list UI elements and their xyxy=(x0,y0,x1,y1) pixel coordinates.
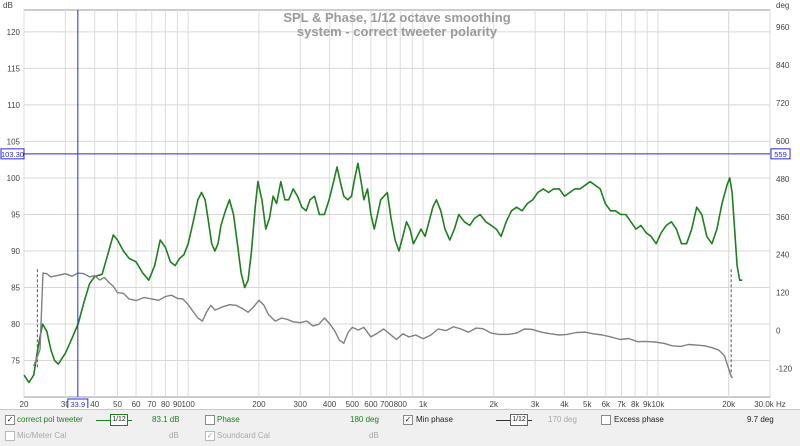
x-tick-label: 6k xyxy=(602,400,611,408)
soundcard-cal-label: Soundcard Cal xyxy=(217,431,270,440)
cursor-y-readout-box xyxy=(0,148,25,160)
y2-tick-label: 480 xyxy=(776,175,790,184)
y-tick-label: 75 xyxy=(11,356,20,365)
y-tick-label: 100 xyxy=(7,174,21,183)
x-tick-label: 3k xyxy=(531,400,540,408)
y-tick-label: 110 xyxy=(7,101,20,110)
cursor-y-readout: 103.30 xyxy=(1,150,24,159)
y-tick-label: 105 xyxy=(7,137,21,146)
spl-trace xyxy=(23,162,743,384)
x-tick-label: 200 xyxy=(252,400,266,408)
excess-phase-label: Excess phase xyxy=(614,415,664,424)
soundcard-cal-checkbox[interactable]: ✓ xyxy=(205,431,215,441)
y-tick-label: 90 xyxy=(11,247,20,256)
trace-smoothing-icon[interactable]: 1/12 xyxy=(110,414,128,426)
x-tick-label: 20k xyxy=(722,400,736,408)
y2-tick-label: -120 xyxy=(776,365,793,374)
chart-subtitle: system - correct tweeter polarity xyxy=(297,24,498,39)
y2-tick-label: 600 xyxy=(776,137,790,146)
cursor-y2-readout-box xyxy=(770,148,791,160)
mic-cal-checkbox[interactable] xyxy=(5,431,15,441)
mic-cal-label: Mic/Meter Cal xyxy=(17,431,67,440)
x-tick-label: 70 xyxy=(147,400,156,408)
x-tick-label: 90 xyxy=(173,400,182,408)
y2-tick-label: 360 xyxy=(776,213,790,222)
x-tick-label: 600 xyxy=(364,400,378,408)
trace-value: 83.1 dB xyxy=(152,415,180,424)
y2-axis-unit: deg xyxy=(776,1,789,10)
x-tick-label: 500 xyxy=(346,400,360,408)
x-tick-label: 100 xyxy=(181,400,195,408)
x-tick-label: 60 xyxy=(132,400,141,408)
y2-tick-label: 840 xyxy=(776,61,790,70)
min-phase-checkbox[interactable]: ✓ xyxy=(403,415,413,425)
phase-label: Phase xyxy=(217,415,240,424)
y-axis-unit: dB xyxy=(3,1,13,10)
y2-tick-label: 960 xyxy=(776,23,790,32)
x-tick-label: 5k xyxy=(583,400,592,408)
excess-phase-value: 9.7 deg xyxy=(747,415,774,424)
min-phase-value: 170 deg xyxy=(548,415,577,424)
min-phase-label: Min phase xyxy=(416,415,453,424)
y2-tick-label: 0 xyxy=(776,327,781,336)
y-tick-label: 120 xyxy=(7,28,21,37)
x-tick-label: 1k xyxy=(419,400,428,408)
x-tick-label: 4k xyxy=(560,400,569,408)
min-phase-smoothing-icon[interactable]: 1/12 xyxy=(510,414,528,426)
trace-name: correct pol tweeter xyxy=(17,415,83,424)
x-tick-label: 700 xyxy=(380,400,394,408)
y2-tick-label: 240 xyxy=(776,251,790,260)
phase-checkbox[interactable] xyxy=(205,415,215,425)
cursor-x-readout: 33.9 xyxy=(71,400,86,408)
chart-title: SPL & Phase, 1/12 octave smoothing xyxy=(283,10,510,25)
x-tick-label: 50 xyxy=(113,400,122,408)
y2-tick-label: 720 xyxy=(776,99,790,108)
x-tick-label: 80 xyxy=(161,400,170,408)
x-tick-label: 800 xyxy=(394,400,408,408)
legend-bar: ✓ correct pol tweeter 1/12 83.1 dB Phase… xyxy=(0,409,800,446)
mic-cal-unit: dB xyxy=(169,431,179,440)
x-tick-label: 400 xyxy=(323,400,337,408)
chart-area[interactable]: 75 80 85 90 95 100 105 110 115 120 -120 0 120 240 360 4… xyxy=(0,0,800,410)
spl-phase-chart[interactable]: 75 80 85 90 95 100 105 110 115 120 -120 0 120 240 360 4… xyxy=(0,0,800,410)
x-tick-label: 8k xyxy=(631,400,640,408)
y-tick-label: 80 xyxy=(11,320,20,329)
x-tick-label: 7k xyxy=(617,400,626,408)
y-tick-label: 85 xyxy=(11,283,20,292)
x-tick-label: 40 xyxy=(90,400,99,408)
cursor-y2-readout: 559 xyxy=(774,150,787,159)
y-tick-label: 95 xyxy=(11,210,20,219)
soundcard-cal-unit: dB xyxy=(369,431,379,440)
x-tick-label: 10k xyxy=(651,400,665,408)
excess-phase-checkbox[interactable] xyxy=(601,415,611,425)
phase-trace xyxy=(33,272,734,379)
y2-tick-label: 120 xyxy=(776,289,790,298)
phase-value: 180 deg xyxy=(350,415,379,424)
y-tick-label: 115 xyxy=(7,64,20,73)
trace-checkbox[interactable]: ✓ xyxy=(5,415,15,425)
x-tick-label: 2k xyxy=(490,400,499,408)
plot-frame xyxy=(23,9,771,398)
x-tick-label: 30.0k Hz xyxy=(754,400,786,408)
x-tick-label: 9k xyxy=(643,400,652,408)
x-tick-label: 300 xyxy=(294,400,308,408)
x-tick-label: 20 xyxy=(20,400,29,408)
x-tick-label: 30 xyxy=(61,400,70,408)
